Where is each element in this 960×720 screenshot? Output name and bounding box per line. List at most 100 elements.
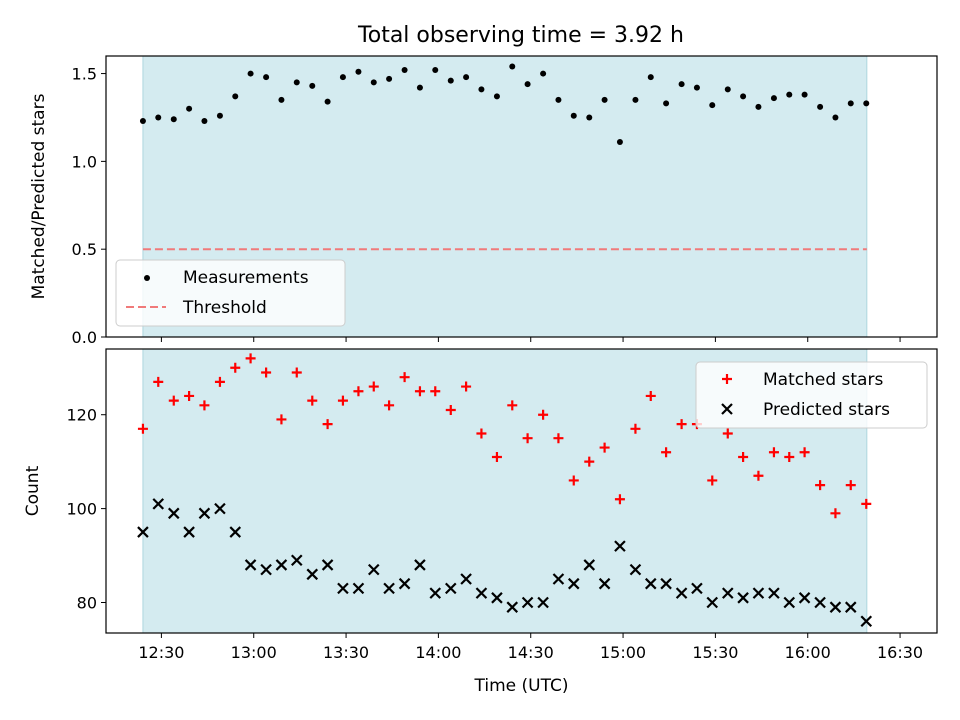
predicted-stars-point [567, 577, 580, 590]
matched-stars-point [291, 367, 302, 378]
measurement-point [216, 112, 223, 119]
measurement-point [447, 77, 454, 84]
matched-stars-point [630, 423, 641, 434]
y-axis-label: Count [23, 465, 43, 516]
predicted-stars-point [598, 577, 611, 590]
measurement-point [540, 70, 547, 77]
measurement-point [832, 114, 839, 121]
predicted-stars-point [352, 582, 365, 595]
predicted-stars-point [214, 502, 226, 515]
y-tick-label: 0.0 [72, 328, 97, 347]
predicted-stars-point [152, 498, 165, 510]
x-tick-label: 14:30 [508, 643, 554, 662]
matched-stars-point [599, 442, 610, 453]
predicted-stars-point [460, 573, 472, 585]
measurement-point [355, 68, 362, 75]
matched-stars-point [368, 381, 379, 392]
predicted-stars-point [798, 592, 811, 604]
matched-stars-point [445, 405, 456, 416]
x-tick-label: 13:00 [231, 643, 277, 662]
measurement-point [509, 63, 516, 70]
matched-stars-point [507, 400, 518, 411]
measurement-point [678, 81, 685, 88]
chart-title: Total observing time = 3.92 h [357, 23, 684, 48]
y-tick-label: 80 [77, 593, 97, 612]
predicted-stars-point [475, 587, 488, 599]
x-axis-label: Time (UTC) [474, 676, 569, 696]
matched-stars-point [738, 451, 749, 462]
predicted-stars-point [306, 568, 319, 581]
axes-frame [105, 55, 938, 338]
predicted-stars-point [814, 596, 826, 609]
predicted-stars-point [167, 507, 180, 520]
measurement-point [663, 100, 670, 107]
matched-stars-point [753, 470, 764, 481]
predicted-stars-point [429, 587, 442, 599]
axes-frame [105, 348, 938, 634]
x-tick-label: 15:00 [600, 643, 646, 662]
measurement-point [478, 86, 485, 93]
measurement-point [693, 84, 700, 91]
matched-stars-point [461, 381, 472, 392]
matched-stars-point [137, 423, 148, 434]
matched-stars-point [614, 494, 625, 505]
predicted-stars-point [583, 559, 596, 571]
matched-stars-point [307, 395, 318, 406]
measurement-point [401, 67, 408, 74]
legend-box [115, 259, 346, 327]
measurement-point [293, 79, 300, 86]
matched-stars-point [199, 400, 210, 411]
measurement-point [493, 93, 500, 100]
matched-stars-point [538, 409, 549, 420]
measurement-point [155, 114, 162, 121]
matched-stars-point [384, 400, 395, 411]
predicted-stars-point [506, 601, 519, 613]
measurement-point [632, 96, 639, 103]
predicted-stars-point [768, 587, 780, 599]
predicted-stars-point [829, 601, 842, 613]
predicted-stars-point [537, 596, 549, 609]
matched-stars-point [184, 390, 195, 401]
predicted-stars-point [337, 582, 349, 595]
measurement-point [616, 139, 623, 146]
matched-stars-point [476, 428, 487, 439]
matched-stars-point [815, 480, 826, 491]
measurement-point [263, 74, 270, 81]
predicted-stars-point [367, 563, 380, 576]
legend-threshold-label: Threshold [182, 298, 267, 318]
measurement-point [555, 96, 562, 103]
y-tick-label: 120 [66, 406, 97, 425]
matched-stars-point [430, 386, 441, 397]
legend-matched-label: Matched stars [763, 370, 883, 390]
predicted-stars-point [860, 615, 873, 628]
measurement-point [324, 98, 331, 105]
matched-stars-point [861, 498, 872, 509]
matched-stars-point [322, 419, 333, 430]
predicted-stars-point [552, 573, 565, 585]
predicted-stars-point [614, 540, 626, 552]
matched-stars-point [414, 386, 425, 397]
measurement-point [770, 95, 777, 102]
predicted-stars-point [675, 587, 688, 599]
matched-stars-point [676, 419, 687, 430]
measurement-point [186, 105, 193, 112]
predicted-stars-point [752, 587, 765, 599]
measurement-point [524, 81, 531, 88]
measurement-point [817, 103, 824, 110]
measurement-point [432, 67, 439, 74]
matched-stars-point [784, 451, 795, 462]
legend-box [695, 361, 928, 429]
matched-stars-point [799, 447, 810, 458]
measurement-point [647, 74, 654, 81]
matched-stars-point [645, 390, 656, 401]
measurement-point [463, 74, 470, 81]
measurement-point [786, 91, 793, 98]
predicted-stars-point [229, 526, 242, 538]
predicted-stars-point [491, 592, 503, 604]
legend-matched-marker [722, 374, 732, 384]
predicted-stars-point [198, 507, 211, 520]
measurement-point [709, 102, 716, 109]
legend: Measurements Threshold [115, 259, 346, 327]
